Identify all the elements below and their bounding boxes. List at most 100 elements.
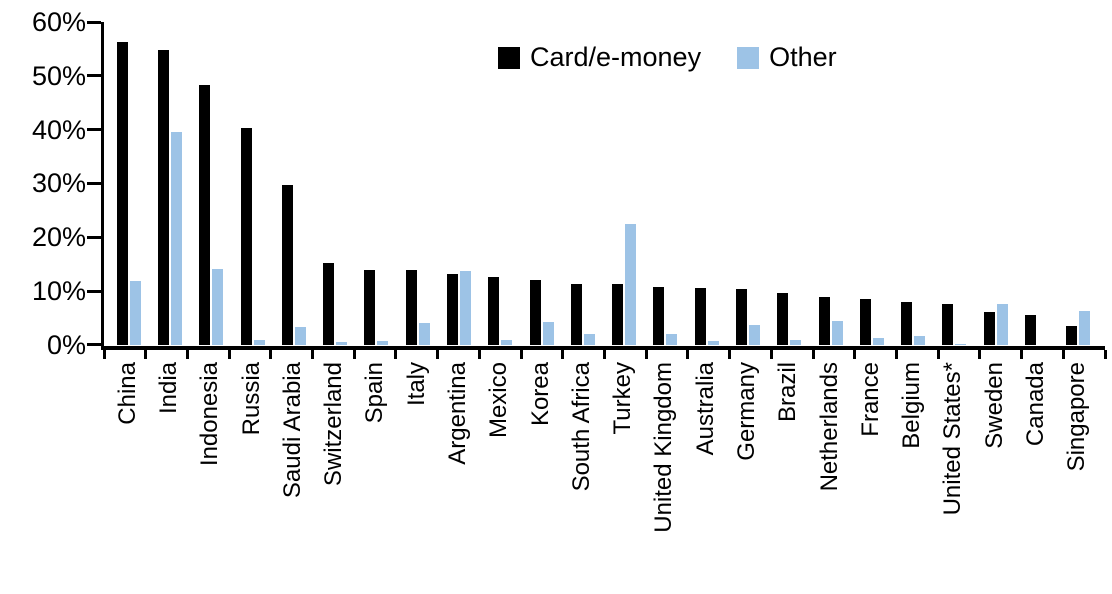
bar-other-china [129, 280, 141, 346]
x-tick-mark [311, 349, 315, 359]
bar-card-e-money-saudi-arabia [281, 185, 293, 346]
bar-card-e-money-sweden [983, 311, 995, 346]
bar-card-e-money-india [157, 49, 169, 346]
x-axis-label-indonesia: Indonesia [196, 362, 224, 467]
x-axis-label-china: China [113, 362, 141, 425]
x-axis-label-canada: Canada [1022, 362, 1050, 447]
y-tick-mark [87, 235, 101, 239]
bar-card-e-money-brazil [777, 292, 789, 346]
x-tick-mark [853, 349, 857, 359]
x-tick-mark [728, 349, 732, 359]
y-axis-label-20: 20% [31, 222, 86, 253]
y-tick-mark [87, 20, 101, 24]
bar-other-switzerland [336, 341, 348, 346]
x-tick-mark [1061, 349, 1065, 359]
y-axis-label-30: 30% [31, 168, 86, 199]
bar-card-e-money-argentina [446, 274, 458, 346]
bar-card-e-money-turkey [612, 283, 624, 346]
x-axis-label-france: France [856, 362, 884, 437]
bar-card-e-money-canada [1025, 314, 1037, 346]
bar-other-turkey [625, 224, 637, 346]
x-axis-label-singapore: Singapore [1063, 362, 1091, 472]
x-axis-label-belgium: Belgium [898, 362, 926, 449]
bar-other-sweden [996, 304, 1008, 346]
x-axis-line [101, 345, 1105, 350]
x-axis-label-italy: Italy [402, 362, 430, 407]
y-axis-label-50: 50% [31, 60, 86, 91]
bar-other-argentina [459, 271, 471, 346]
y-axis-line [101, 22, 104, 350]
x-tick-mark [769, 349, 773, 359]
bar-other-netherlands [831, 320, 843, 346]
x-tick-mark [102, 349, 106, 359]
x-tick-mark [1020, 349, 1024, 359]
x-axis-label-india: India [154, 362, 182, 415]
bar-card-e-money-italy [405, 270, 417, 346]
y-axis-label-0: 0% [46, 329, 86, 360]
bar-card-e-money-united-kingdom [653, 286, 665, 346]
bar-other-spain [377, 340, 389, 346]
x-tick-mark [394, 349, 398, 359]
bar-card-e-money-russia [240, 127, 252, 346]
x-tick-mark [644, 349, 648, 359]
x-axis-label-brazil: Brazil [774, 362, 802, 423]
y-axis-label-60: 60% [31, 7, 86, 37]
x-axis-label-netherlands: Netherlands [815, 362, 843, 492]
y-tick-mark [87, 181, 101, 185]
y-tick-mark [87, 343, 101, 347]
x-tick-mark [477, 349, 481, 359]
x-axis-label-sweden: Sweden [980, 362, 1008, 449]
bar-card-e-money-france [859, 299, 871, 346]
x-axis-label-argentina: Argentina [443, 362, 471, 465]
bar-card-e-money-indonesia [199, 84, 211, 346]
bar-other-india [170, 132, 182, 346]
x-tick-mark [561, 349, 565, 359]
x-tick-mark [978, 349, 982, 359]
y-tick-mark [87, 74, 101, 78]
bar-other-mexico [501, 339, 513, 346]
bar-other-indonesia [212, 268, 224, 346]
x-tick-mark [185, 349, 189, 359]
x-axis-label-turkey: Turkey [609, 362, 637, 435]
bar-other-united-kingdom [666, 334, 678, 346]
x-tick-mark [811, 349, 815, 359]
x-axis-label-spain: Spain [361, 362, 389, 424]
x-tick-mark [436, 349, 440, 359]
bar-other-australia [707, 340, 719, 346]
chart-legend: Card/e-money Other [498, 44, 837, 71]
legend-label-card-e-money: Card/e-money [530, 42, 702, 72]
bar-card-e-money-netherlands [818, 296, 830, 346]
bar-card-e-money-australia [694, 287, 706, 346]
y-tick-mark [87, 128, 101, 132]
y-axis-label-10: 10% [31, 276, 86, 306]
legend-swatch-card-e-money [498, 46, 520, 69]
bar-card-e-money-china [116, 41, 128, 346]
bar-card-e-money-south-africa [570, 283, 582, 346]
bar-other-saudi-arabia [294, 326, 306, 346]
bar-other-russia [253, 340, 265, 346]
x-tick-mark [686, 349, 690, 359]
y-axis-label-40: 40% [31, 114, 86, 145]
x-axis-label-korea: Korea [526, 362, 554, 427]
x-tick-mark [227, 349, 231, 359]
bar-other-korea [542, 322, 554, 346]
x-axis-label-russia: Russia [237, 362, 265, 436]
bar-other-belgium [914, 335, 926, 346]
x-axis-label-mexico: Mexico [485, 362, 513, 439]
bar-other-italy [418, 322, 430, 346]
legend-label-other: Other [769, 42, 837, 72]
bar-other-united-states [955, 343, 967, 346]
bar-card-e-money-mexico [488, 276, 500, 346]
x-tick-mark [352, 349, 356, 359]
x-axis-label-united-states: United States* [939, 362, 967, 516]
x-axis-label-australia: Australia [691, 362, 719, 456]
x-tick-mark [269, 349, 273, 359]
bar-other-singapore [1079, 311, 1091, 346]
x-tick-mark [1103, 349, 1107, 359]
bar-card-e-money-switzerland [323, 262, 335, 346]
bar-other-france [872, 337, 884, 346]
x-axis-label-germany: Germany [732, 362, 760, 461]
bar-card-e-money-spain [364, 270, 376, 346]
bar-other-south-africa [583, 334, 595, 346]
